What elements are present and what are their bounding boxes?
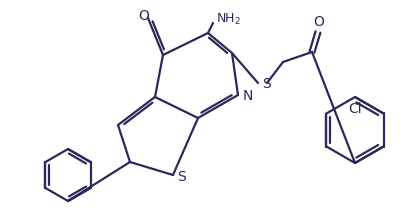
Text: S: S — [177, 170, 186, 184]
Text: S: S — [262, 77, 271, 91]
Text: N: N — [243, 89, 254, 103]
Text: Cl: Cl — [348, 102, 362, 116]
Text: O: O — [139, 9, 149, 23]
Text: NH$_2$: NH$_2$ — [216, 11, 241, 27]
Text: O: O — [314, 15, 325, 29]
